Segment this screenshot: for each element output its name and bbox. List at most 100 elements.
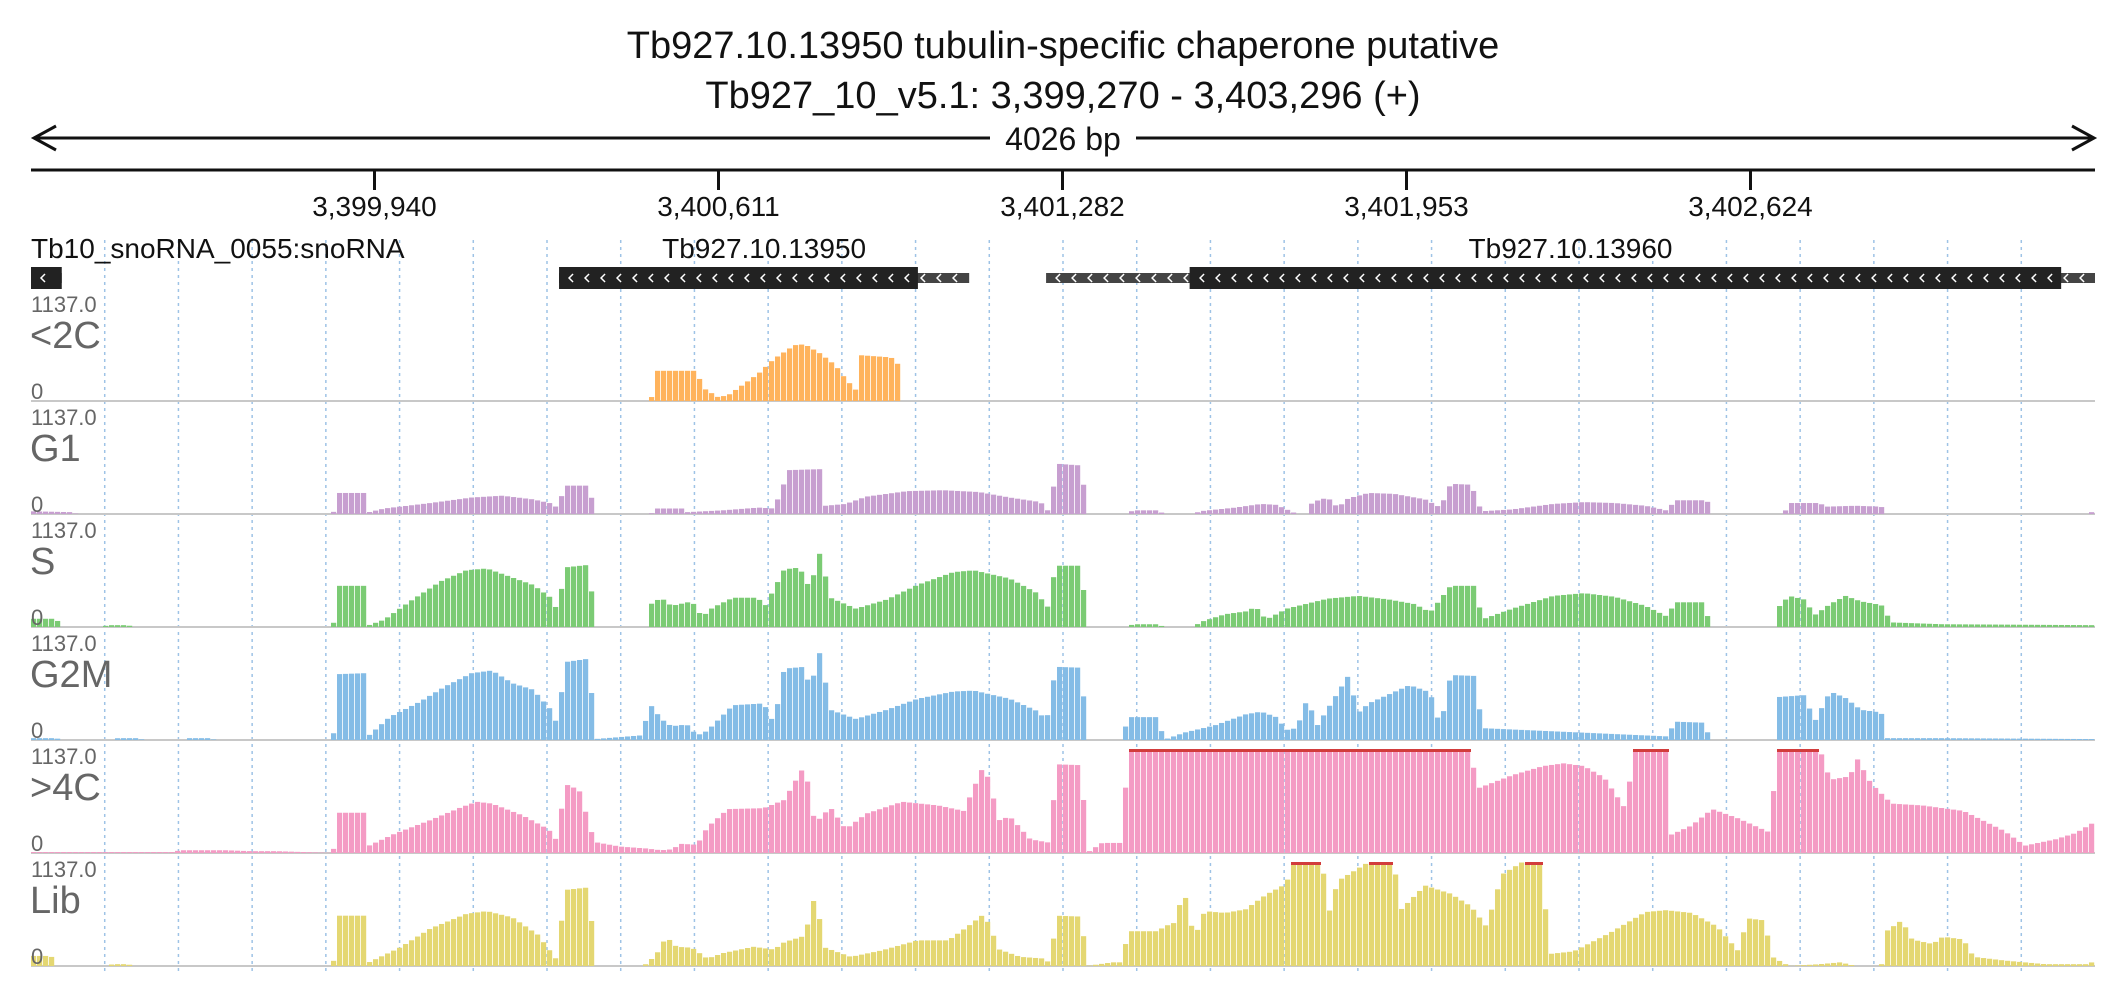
coverage-bar [859,607,865,627]
coverage-bar [769,361,775,401]
coverage-bar [415,596,421,627]
coverage-bar [871,811,877,853]
coverage-bar [37,618,43,627]
strand-chevron [1583,273,1589,283]
coverage-bar [193,738,199,740]
coverage-bar [553,838,559,853]
coverage-bar [679,947,685,966]
coverage-bar [1837,599,1843,627]
coverage-bar [847,716,853,740]
coverage-bar [1231,507,1237,514]
coverage-bar [481,671,487,740]
coverage-bar [691,511,697,514]
coverage-bar [685,512,691,514]
coverage-bar [1471,490,1477,514]
coverage-bar [49,738,55,740]
coverage-bar [2023,624,2029,627]
coverage-bar [649,958,655,966]
coverage-bar [535,500,541,514]
coverage-bar [751,377,757,401]
coverage-bar [775,582,781,627]
coverage-bar [1705,812,1711,853]
coverage-bar [2071,625,2077,627]
coverage-bar [49,956,55,966]
coverage-bar [955,691,961,740]
coverage-bar [1849,505,1855,514]
coverage-bar [1819,964,1825,966]
coverage-bar [367,512,373,514]
coverage-bar [805,469,811,514]
coverage-bar [835,712,841,740]
coverage-bar [997,696,1003,740]
coverage-bar [1567,502,1573,514]
coverage-bar [1057,463,1063,514]
coverage-bar [1531,602,1537,627]
coverage-bar [31,618,37,627]
clip-indicator [1807,749,1813,752]
coverage-bar [769,718,775,740]
coverage-bar [1669,608,1675,627]
coverage-bar [901,591,907,627]
coverage-bar [391,834,397,853]
coverage-bar [1963,943,1969,966]
coverage-bar [1891,738,1897,740]
span-arrow-left [30,124,57,152]
coverage-bar [1843,506,1849,514]
coverage-bar [805,781,811,853]
coverage-bar [1969,814,1975,853]
coverage-bar [1309,503,1315,514]
coverage-bar [1093,847,1099,853]
x-tick-label-1: 3,400,611 [657,191,780,222]
clip-indicator [1801,749,1807,752]
coverage-bar [151,852,157,853]
coverage-bar [907,802,913,853]
coverage-bar [1057,565,1063,627]
strand-chevron [2047,273,2053,283]
coverage-bar [601,843,607,853]
coverage-bar [1447,749,1453,853]
coverage-bar [1357,495,1363,514]
coverage-bar [445,921,451,966]
coverage-bar [721,953,727,966]
coverage-bar [217,850,223,853]
coverage-bar [1687,912,1693,966]
track-4: 1137.0>4C0 [30,744,2095,856]
coverage-bar [1441,891,1447,966]
coverage-bar [67,852,73,853]
coverage-bar [1819,754,1825,853]
coverage-bar [1003,951,1009,966]
coverage-bar [1195,729,1201,740]
coverage-bar [2065,738,2071,740]
strand-chevron [1855,273,1861,283]
coverage-bar [1681,721,1687,740]
gene-label-0: Tb10_snoRNA_0055:snoRNA [31,233,405,264]
coverage-bar [823,576,829,627]
coverage-bar [559,692,565,740]
clip-indicator [1303,862,1309,865]
coverage-bar [871,952,877,966]
coverage-bar [1387,749,1393,853]
coverage-bar [661,720,667,740]
coverage-bar [265,851,271,853]
coverage-bar [1297,605,1303,627]
coverage-bar [1237,506,1243,514]
coverage-bar [1201,728,1207,740]
coverage-bar [1567,764,1573,853]
coverage-bar [1981,820,1987,853]
coverage-bar [1957,738,1963,740]
coverage-bar [1567,594,1573,627]
coverage-bar [1483,785,1489,853]
coverage-bar [535,823,541,853]
track-max-label-1: 1137.0 [31,405,97,430]
coverage-bar [1285,608,1291,627]
coverage-bar [1039,503,1045,514]
coverage-bar [1267,714,1273,740]
coverage-bar [733,509,739,514]
coverage-bar [1825,696,1831,740]
coverage-bar [1783,599,1789,627]
coverage-bar [2011,837,2017,853]
coverage-bar [823,812,829,853]
coverage-bar [1369,597,1375,627]
coverage-bar [859,817,865,853]
coverage-bar [2017,841,2023,853]
